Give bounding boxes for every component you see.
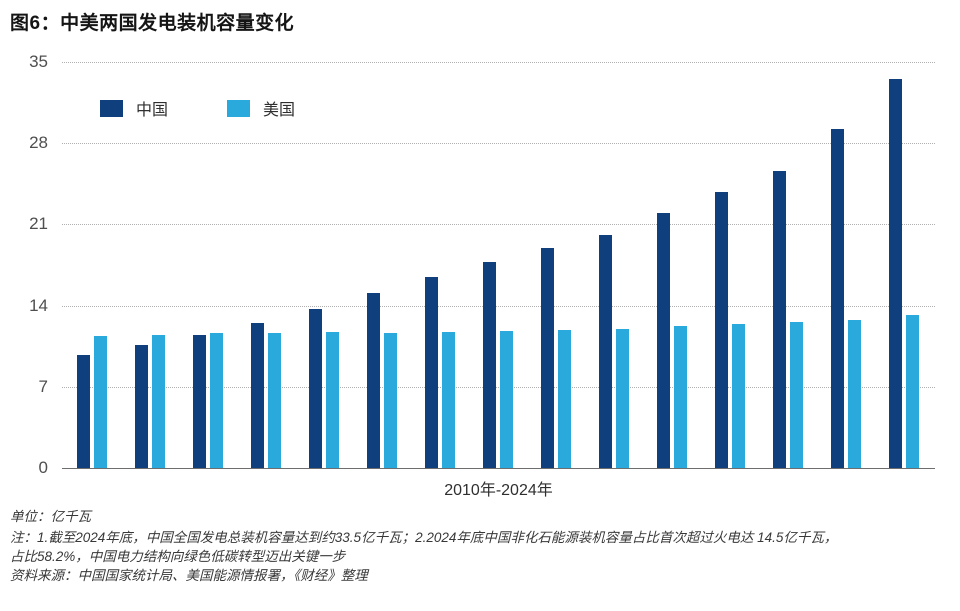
- bar-china-2015: [366, 292, 380, 468]
- bar-china-2022: [772, 171, 786, 468]
- bar-china-2018: [540, 247, 554, 468]
- bar-china-2023: [830, 129, 844, 468]
- footer-source: 资料来源：中国国家统计局、美国能源情报署，《财经》整理: [10, 568, 368, 583]
- bar-china-2011: [134, 345, 148, 468]
- page-title: 图6：中美两国发电装机容量变化: [10, 13, 295, 34]
- bar-us-2023: [847, 319, 862, 468]
- footer-unit-label: 单位：亿千瓦: [10, 509, 91, 524]
- bar-china-2016: [424, 276, 438, 468]
- y-tick-label-35: 35: [29, 52, 48, 71]
- bar-us-2013: [267, 333, 282, 468]
- bar-us-2020: [673, 326, 688, 468]
- bar-china-2013: [250, 323, 264, 468]
- bar-china-2020: [656, 212, 670, 468]
- gridline-y-28: [62, 143, 935, 145]
- bar-us-2022: [789, 321, 804, 468]
- bar-us-2015: [383, 333, 398, 468]
- bar-us-2014: [325, 332, 340, 468]
- legend-swatch-us: [227, 99, 251, 117]
- legend-item-china: 中国: [100, 96, 213, 120]
- footer-note-line-2: 占比58.2%，中国电力结构向绿色低碳转型迈出关键一步: [10, 549, 346, 564]
- legend-swatch-china: [100, 99, 123, 117]
- bar-china-2024: [888, 79, 902, 468]
- chart-legend: 中国 美国: [100, 96, 340, 120]
- y-tick-label-7: 7: [38, 376, 48, 396]
- bar-china-2019: [598, 234, 612, 468]
- bar-us-2012: [209, 333, 224, 468]
- footer-note-line-1: 注：1.截至2024年底，中国全国发电总装机容量达到约33.5亿千瓦；2.202…: [10, 530, 838, 545]
- bar-us-2011: [151, 334, 166, 468]
- y-tick-label-14: 14: [29, 295, 48, 315]
- bar-us-2018: [557, 329, 572, 468]
- y-tick-label-28: 28: [29, 133, 48, 153]
- x-axis-label: 2010年-2024年: [444, 482, 553, 499]
- bar-us-2024: [905, 314, 920, 468]
- bar-us-2019: [615, 328, 630, 468]
- y-tick-label-0: 0: [38, 458, 48, 477]
- bar-china-2014: [308, 309, 322, 468]
- bar-china-2021: [714, 191, 728, 468]
- gridline-y-7: [62, 386, 935, 388]
- bar-china-2012: [192, 334, 206, 468]
- bar-china-2010: [76, 355, 90, 468]
- gridline-y-35: [62, 62, 935, 63]
- bar-us-2010: [93, 335, 108, 468]
- legend-item-us: 美国: [227, 96, 340, 120]
- y-tick-label-21: 21: [29, 214, 48, 234]
- gridline-y-21: [62, 224, 935, 226]
- legend-label-china: 中国: [136, 102, 169, 119]
- bar-us-2016: [441, 332, 456, 468]
- bar-us-2021: [731, 324, 746, 468]
- gridline-y-14: [62, 305, 935, 307]
- bar-china-2017: [482, 261, 496, 468]
- legend-label-us: 美国: [263, 102, 296, 119]
- x-axis-baseline: [62, 468, 935, 469]
- bar-us-2017: [499, 331, 514, 468]
